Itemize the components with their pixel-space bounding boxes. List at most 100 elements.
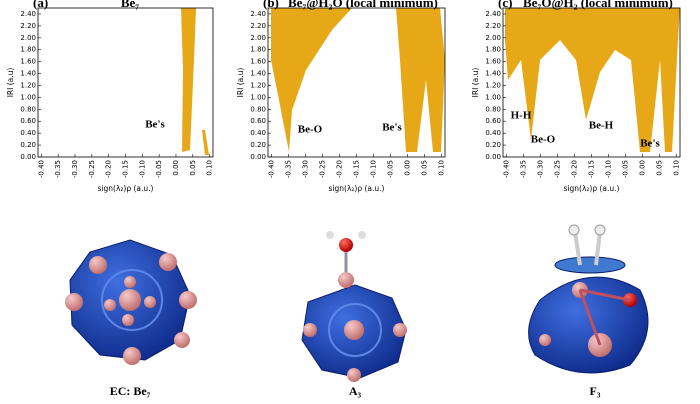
y-tick-label: 2.40	[20, 10, 36, 18]
x-tick-label: -0.25	[318, 160, 326, 178]
density-cloud	[271, 8, 352, 152]
x-tick-label: -0.35	[54, 160, 62, 178]
x-tick-label: -0.10	[605, 160, 613, 178]
caption: F₃	[590, 384, 601, 398]
x-tick-label: -0.20	[570, 160, 578, 178]
annotation: Be-O	[298, 124, 323, 136]
caption: A₃	[349, 384, 362, 398]
x-tick-label: -0.25	[553, 160, 561, 178]
x-tick-label: -0.30	[71, 160, 79, 178]
x-tick-label: 0.00	[639, 160, 647, 176]
y-tick-label: 0.40	[20, 129, 36, 137]
x-tick-label: 0.10	[673, 160, 681, 176]
y-tick-label: 1.20	[250, 81, 266, 89]
annotation: Be-H	[589, 120, 614, 132]
chart-title: Be₇	[121, 0, 139, 10]
x-tick-label: -0.05	[387, 160, 395, 178]
x-tick-label: -0.20	[105, 160, 113, 178]
y-tick-label: 0.40	[485, 129, 501, 137]
x-tick-label: -0.10	[138, 160, 146, 178]
density-cloud	[505, 8, 680, 152]
y-tick-label: 1.00	[485, 93, 501, 101]
y-tick-label: 1.20	[20, 81, 36, 89]
y-tick-label: 2.40	[485, 10, 501, 18]
panel-label: (c)	[498, 0, 512, 10]
x-tick-label: 0.05	[189, 160, 197, 176]
caption: EC: Be₇	[110, 384, 151, 398]
x-tick-label: 0.00	[172, 160, 180, 176]
y-tick-label: 0.80	[250, 105, 266, 113]
x-tick-label: -0.40	[502, 160, 510, 178]
y-tick-label: 0.40	[250, 129, 266, 137]
panel-label: (b)	[263, 0, 279, 10]
x-tick-label: 0.05	[421, 160, 429, 176]
chart-title: Be₇O@H₂ (local minimum)	[523, 0, 673, 10]
x-tick-label: -0.25	[88, 160, 96, 178]
y-tick-label: 1.40	[485, 70, 501, 78]
x-tick-label: -0.05	[155, 160, 163, 178]
x-tick-label: 0.10	[206, 160, 214, 176]
y-tick-label: 2.00	[250, 34, 266, 42]
y-tick-label: 2.20	[485, 22, 501, 30]
x-axis-label: sign(λ₂)ρ (a.u.)	[329, 184, 385, 193]
density-cloud	[181, 8, 196, 152]
x-tick-label: -0.15	[353, 160, 361, 178]
y-tick-label: 0.20	[250, 141, 266, 149]
annotation: Be's	[145, 119, 165, 131]
x-tick-label: -0.15	[588, 160, 596, 178]
y-tick-label: 1.00	[20, 93, 36, 101]
y-tick-label: 0.00	[20, 153, 36, 161]
x-tick-label: -0.40	[267, 160, 275, 178]
annotation: Be-O	[531, 134, 556, 146]
y-tick-label: 1.80	[250, 46, 266, 54]
y-tick-label: 2.40	[250, 10, 266, 18]
x-tick-label: -0.35	[519, 160, 527, 178]
molecule-a3	[301, 231, 407, 382]
x-tick-label: 0.10	[438, 160, 446, 176]
y-tick-label: 2.20	[250, 22, 266, 30]
x-axis-label: sign(λ₂)ρ (a.u.)	[564, 184, 620, 193]
y-tick-label: 1.20	[485, 81, 501, 89]
x-tick-label: 0.00	[404, 160, 412, 176]
x-tick-label: -0.40	[37, 160, 45, 178]
y-tick-label: 0.80	[485, 105, 501, 113]
x-tick-label: -0.30	[536, 160, 544, 178]
y-tick-label: 1.40	[20, 70, 36, 78]
y-tick-label: 1.00	[250, 93, 266, 101]
molecule-ec	[65, 239, 197, 365]
y-tick-label: 2.00	[20, 34, 36, 42]
y-tick-label: 1.80	[485, 46, 501, 54]
y-tick-label: 1.60	[250, 58, 266, 66]
y-tick-label: 0.20	[20, 141, 36, 149]
panel-label: (a)	[33, 0, 48, 10]
x-tick-label: -0.10	[370, 160, 378, 178]
y-tick-label: 0.00	[485, 153, 501, 161]
y-tick-label: 0.20	[485, 141, 501, 149]
y-tick-label: 1.40	[250, 70, 266, 78]
annotation: Be's	[382, 122, 402, 134]
x-axis-label: sign(λ₂)ρ (a.u.)	[98, 184, 154, 193]
y-tick-label: 0.60	[20, 117, 36, 125]
chart-title: Be₇@H₂O (local minimum)	[288, 0, 438, 10]
density-cloud	[191, 38, 194, 62]
x-tick-label: 0.05	[656, 160, 664, 176]
y-tick-label: 0.80	[20, 105, 36, 113]
x-tick-label: -0.05	[622, 160, 630, 178]
y-axis-label: IRI (a.u)	[471, 68, 480, 98]
y-axis-label: IRI (a.u)	[236, 68, 245, 98]
y-tick-label: 0.60	[485, 117, 501, 125]
x-tick-label: -0.35	[284, 160, 292, 178]
density-cloud	[202, 130, 209, 155]
x-tick-label: -0.30	[301, 160, 309, 178]
y-tick-label: 2.20	[20, 22, 36, 30]
x-tick-label: -0.15	[122, 160, 130, 178]
x-tick-label: -0.20	[335, 160, 343, 178]
y-tick-label: 1.60	[485, 58, 501, 66]
y-tick-label: 1.80	[20, 46, 36, 54]
y-tick-label: 0.60	[250, 117, 266, 125]
annotation: Be's	[640, 138, 660, 150]
molecule-f3	[528, 224, 649, 374]
y-axis-label: IRI (a.u)	[6, 68, 15, 98]
y-tick-label: 1.60	[20, 58, 36, 66]
